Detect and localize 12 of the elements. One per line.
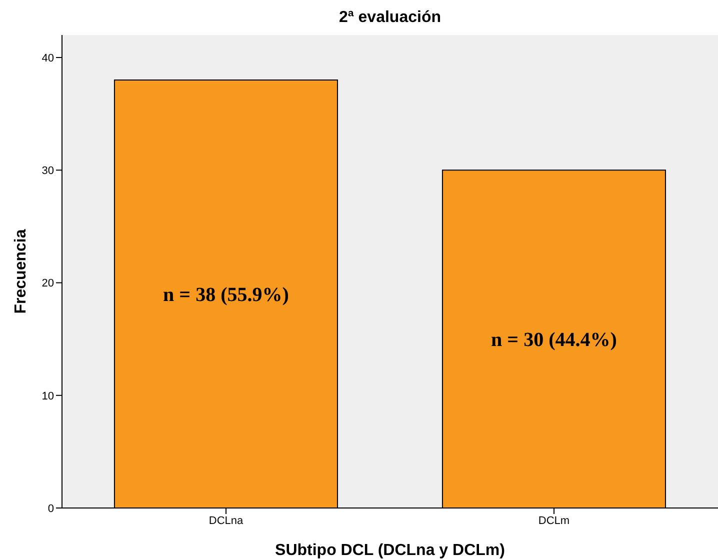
x-axis-title: SUbtipo DCL (DCLna y DCLm) — [275, 542, 505, 559]
y-axis-title: Frecuencia — [12, 229, 30, 314]
chart-title: 2ª evaluación — [338, 8, 442, 28]
y-tick-label: 10 — [42, 390, 54, 402]
y-tick-label: 30 — [42, 165, 54, 178]
y-tick-label: 20 — [42, 278, 54, 290]
y-tick-label: 0 — [48, 502, 54, 515]
x-tick-label: DCLm — [538, 514, 570, 527]
y-tick-label: 40 — [42, 52, 54, 64]
x-tick-label: DCLna — [208, 514, 244, 527]
data-label: n = 38 (55.9%) — [163, 284, 289, 306]
data-label: n = 30 (44.4%) — [491, 329, 617, 352]
